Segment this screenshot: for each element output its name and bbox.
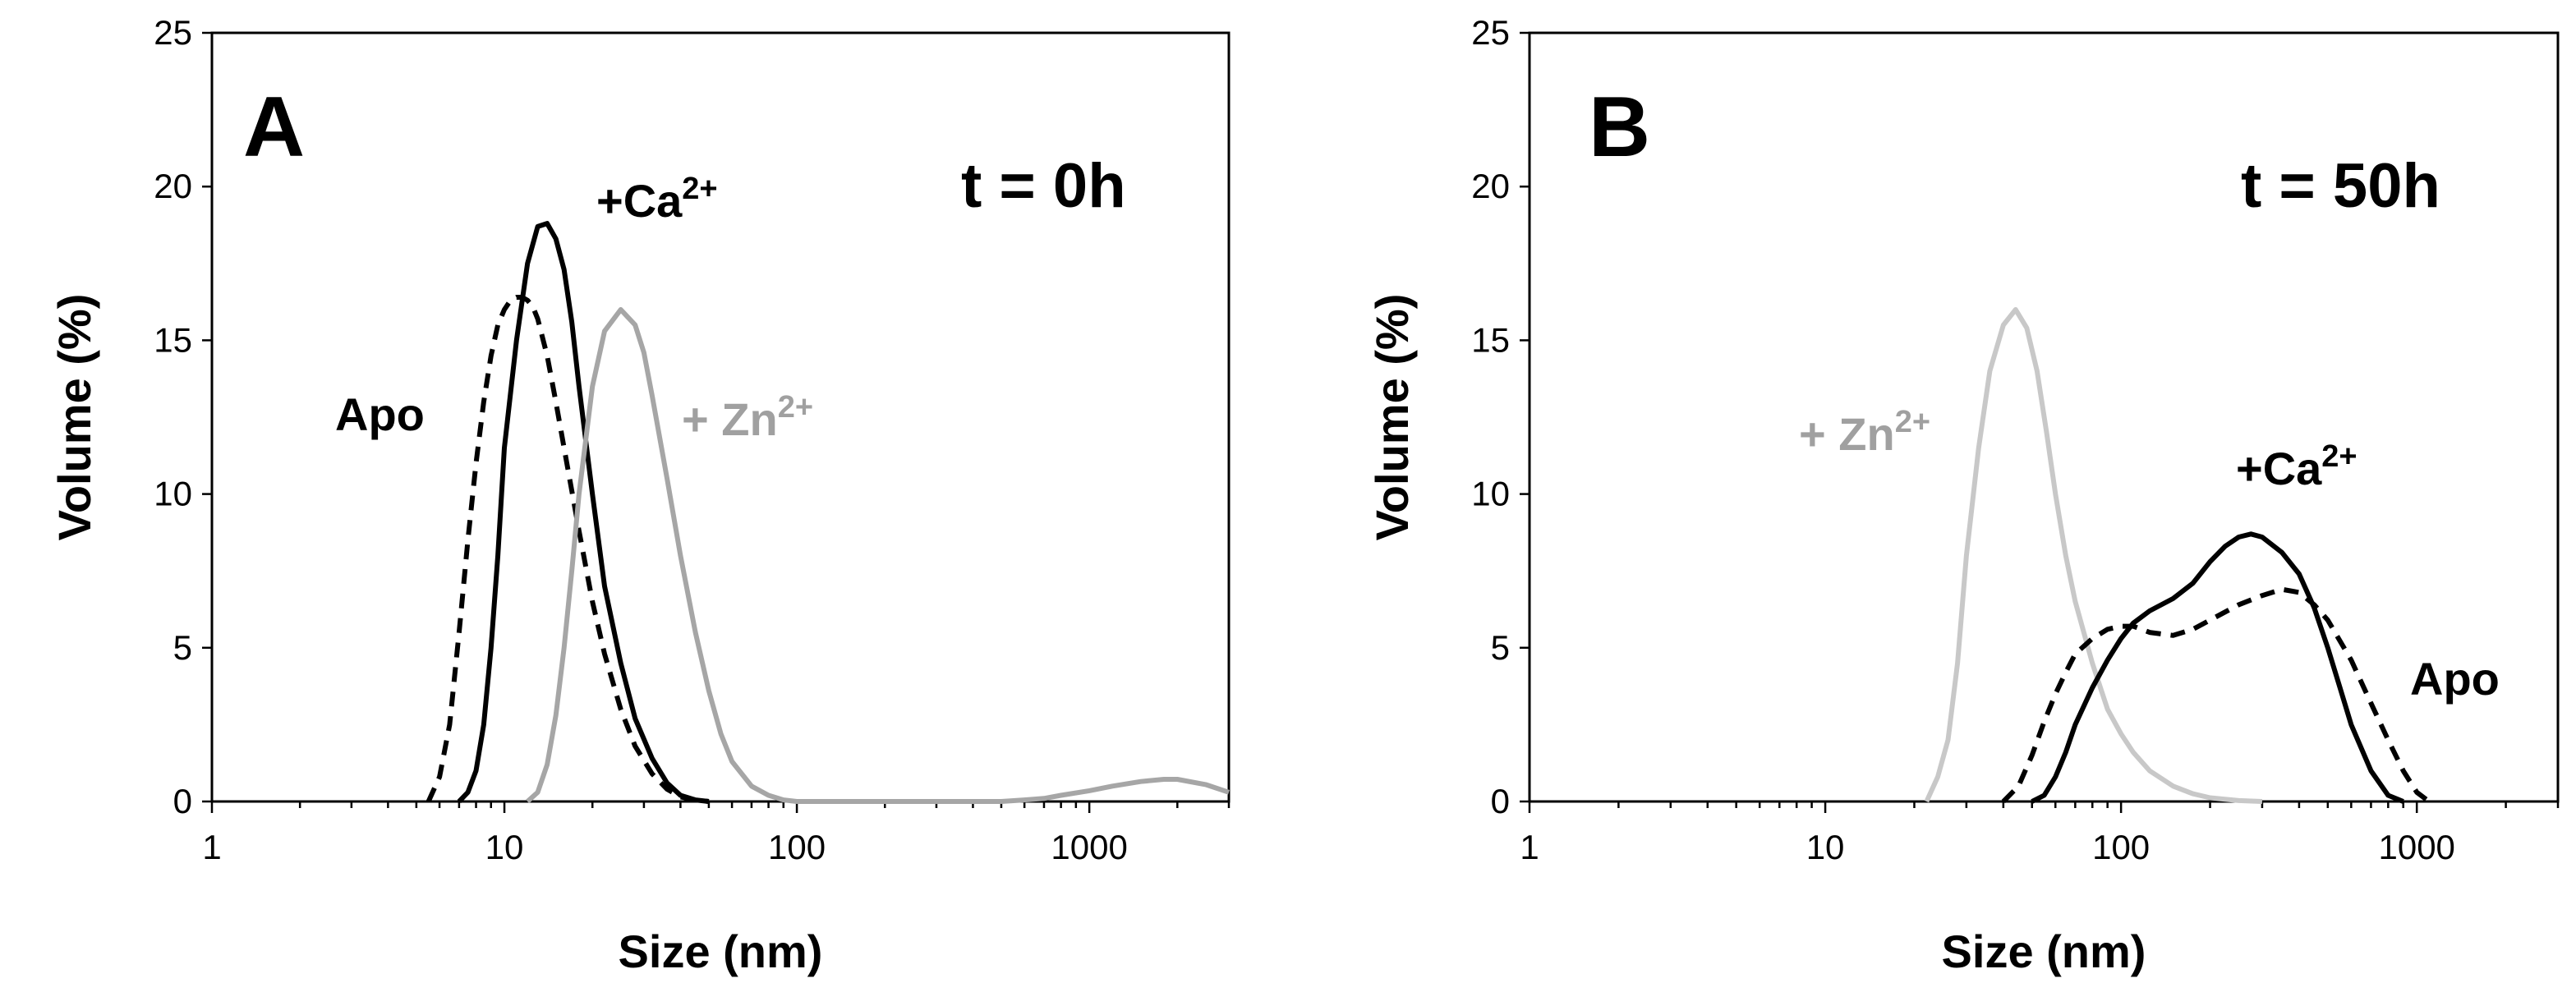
chart-panel-b: 0 5 10 15 20 25 1 10 100 1000 Size (nm) Volume (%) +…: [1366, 13, 2560, 977]
y-tick-label: 20: [154, 167, 192, 205]
series-label-0: Apo: [335, 388, 425, 440]
y-axis-title: Volume (%): [1366, 294, 1418, 541]
time-annotation: t = 0h: [961, 151, 1126, 221]
y-tick-label: 25: [154, 13, 192, 52]
y-tick-label: 20: [1471, 167, 1510, 205]
y-axis-title: Volume (%): [48, 294, 100, 541]
time-annotation: t = 50h: [2241, 151, 2440, 221]
plot-frame: [210, 31, 1230, 803]
x-axis-title: Size (nm): [619, 925, 823, 977]
series-label-2: Apo: [2410, 653, 2500, 705]
series-label-2: + Zn2+: [682, 390, 813, 445]
y-tick-label: 10: [1471, 475, 1510, 513]
x-tick-label: 10: [485, 828, 524, 866]
series-line-1: [457, 221, 710, 804]
x-tick-label: 100: [768, 828, 826, 866]
x-tick-label: 10: [1806, 828, 1845, 866]
x-tick-label: 100: [2092, 828, 2150, 866]
series-label-0: + Zn2+: [1799, 405, 1930, 460]
series-line-0: [1924, 307, 2263, 804]
y-tick-label: 0: [1491, 782, 1510, 820]
panel-letter: B: [1589, 80, 1650, 175]
x-tick-label: 1: [202, 828, 221, 866]
y-tick-label: 25: [1471, 13, 1510, 52]
series-line-2: [2001, 586, 2431, 804]
y-tick-label: 15: [1471, 320, 1510, 359]
series-line-0: [426, 295, 710, 804]
x-tick-label: 1000: [1051, 828, 1127, 866]
series-line-2: [526, 307, 1230, 804]
series-label-1: +Ca2+: [596, 172, 718, 227]
plot-frame: [1528, 31, 2560, 803]
x-tick-label: 1000: [2378, 828, 2454, 866]
y-tick-label: 5: [173, 628, 192, 667]
y-tick-label: 15: [154, 320, 192, 359]
chart-panel-a: 0 5 10 15 20 25 1 10 100 1000 Size (nm) Volume (%) A…: [48, 13, 1230, 977]
y-tick-label: 0: [173, 782, 192, 820]
panel-letter: A: [243, 80, 305, 175]
series-line-1: [2031, 531, 2404, 804]
y-tick-label: 5: [1491, 628, 1510, 667]
series-label-1: +Ca2+: [2236, 439, 2358, 494]
x-axis-title: Size (nm): [1942, 925, 2146, 977]
x-tick-label: 1: [1520, 828, 1539, 866]
y-tick-label: 10: [154, 475, 192, 513]
